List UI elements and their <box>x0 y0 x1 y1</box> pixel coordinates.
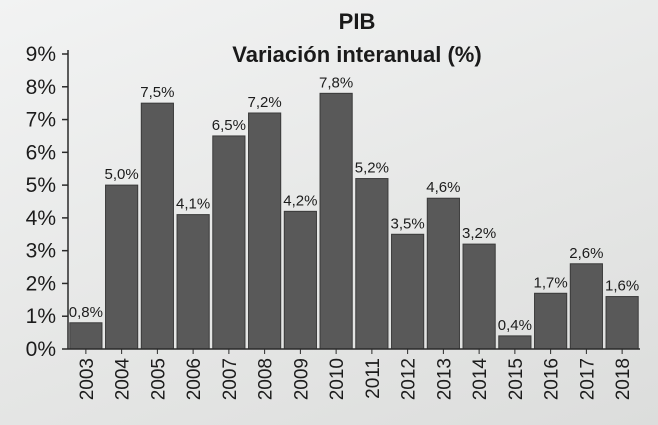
data-label: 3,5% <box>391 215 425 232</box>
y-tick-label: 5% <box>26 174 56 197</box>
y-axis: 0% 1% 2% 3% 4% 5% 6% 7% 8% 9% <box>26 43 69 361</box>
bar <box>212 135 246 350</box>
y-tick-label: 4% <box>26 207 56 230</box>
y-tick-label: 3% <box>26 240 56 263</box>
chart-subtitle: Variación interanual (%) <box>232 42 481 67</box>
data-label: 4,6% <box>426 179 460 196</box>
data-label: 0,8% <box>69 304 103 321</box>
x-tick-label: 2005 <box>148 358 169 400</box>
bar <box>391 233 425 350</box>
data-label: 0,4% <box>498 317 532 334</box>
bar <box>355 178 389 350</box>
x-tick-label: 2013 <box>434 358 455 400</box>
data-label: 2,6% <box>569 245 603 262</box>
data-label: 3,2% <box>462 225 496 242</box>
x-tick-label: 2004 <box>113 358 134 401</box>
bar <box>569 263 603 350</box>
chart-title: PIB <box>339 9 376 34</box>
x-tick-label: 2011 <box>363 358 384 399</box>
x-tick-label: 2006 <box>184 358 205 400</box>
x-axis: 2003 2004 2005 2006 2007 2008 2009 2010 2011 2012… <box>68 348 640 401</box>
y-tick-label: 0% <box>26 338 56 361</box>
bar <box>498 335 532 350</box>
x-tick-label: 2003 <box>77 358 98 400</box>
x-tick-label: 2017 <box>577 358 598 400</box>
y-tick-label: 8% <box>26 76 56 99</box>
data-label: 6,5% <box>212 117 246 134</box>
y-tick-label: 6% <box>26 141 56 164</box>
bar <box>605 296 639 350</box>
data-label: 1,6% <box>605 278 639 295</box>
bar <box>534 292 568 350</box>
data-label: 7,2% <box>248 94 282 111</box>
data-label: 1,7% <box>534 274 568 291</box>
x-tick-label: 2015 <box>506 358 527 400</box>
data-label: 4,1% <box>176 196 210 213</box>
bar <box>176 214 210 350</box>
data-label: 5,0% <box>105 166 139 183</box>
data-label: 5,2% <box>355 160 389 177</box>
x-tick-label: 2018 <box>613 358 634 400</box>
bar <box>105 184 139 350</box>
bar <box>69 322 103 350</box>
bars <box>69 92 639 350</box>
x-tick-label: 2014 <box>470 358 491 401</box>
x-tick-label: 2012 <box>399 358 420 400</box>
x-tick-label: 2016 <box>542 358 563 400</box>
x-tick-label: 2009 <box>291 358 312 400</box>
bar <box>248 112 282 350</box>
data-label: 4,2% <box>283 192 317 209</box>
bar <box>140 102 174 350</box>
y-tick-label: 7% <box>26 109 56 132</box>
y-tick-label: 2% <box>26 272 56 295</box>
bar <box>426 197 460 350</box>
bar <box>283 210 317 350</box>
y-tick-label: 9% <box>26 43 56 66</box>
data-label: 7,8% <box>319 74 353 91</box>
data-labels: 0,8% 5,0% 7,5% 4,1% 6,5%7,2% 4,2% 7,8% 5,2% 3,5%… <box>69 74 639 334</box>
bar <box>319 92 353 350</box>
x-tick-label: 2010 <box>327 358 348 400</box>
y-tick-label: 1% <box>26 305 56 328</box>
x-tick-label: 2007 <box>220 358 241 400</box>
bar <box>462 243 496 350</box>
x-tick-label: 2008 <box>256 358 277 400</box>
data-label: 7,5% <box>140 84 174 101</box>
